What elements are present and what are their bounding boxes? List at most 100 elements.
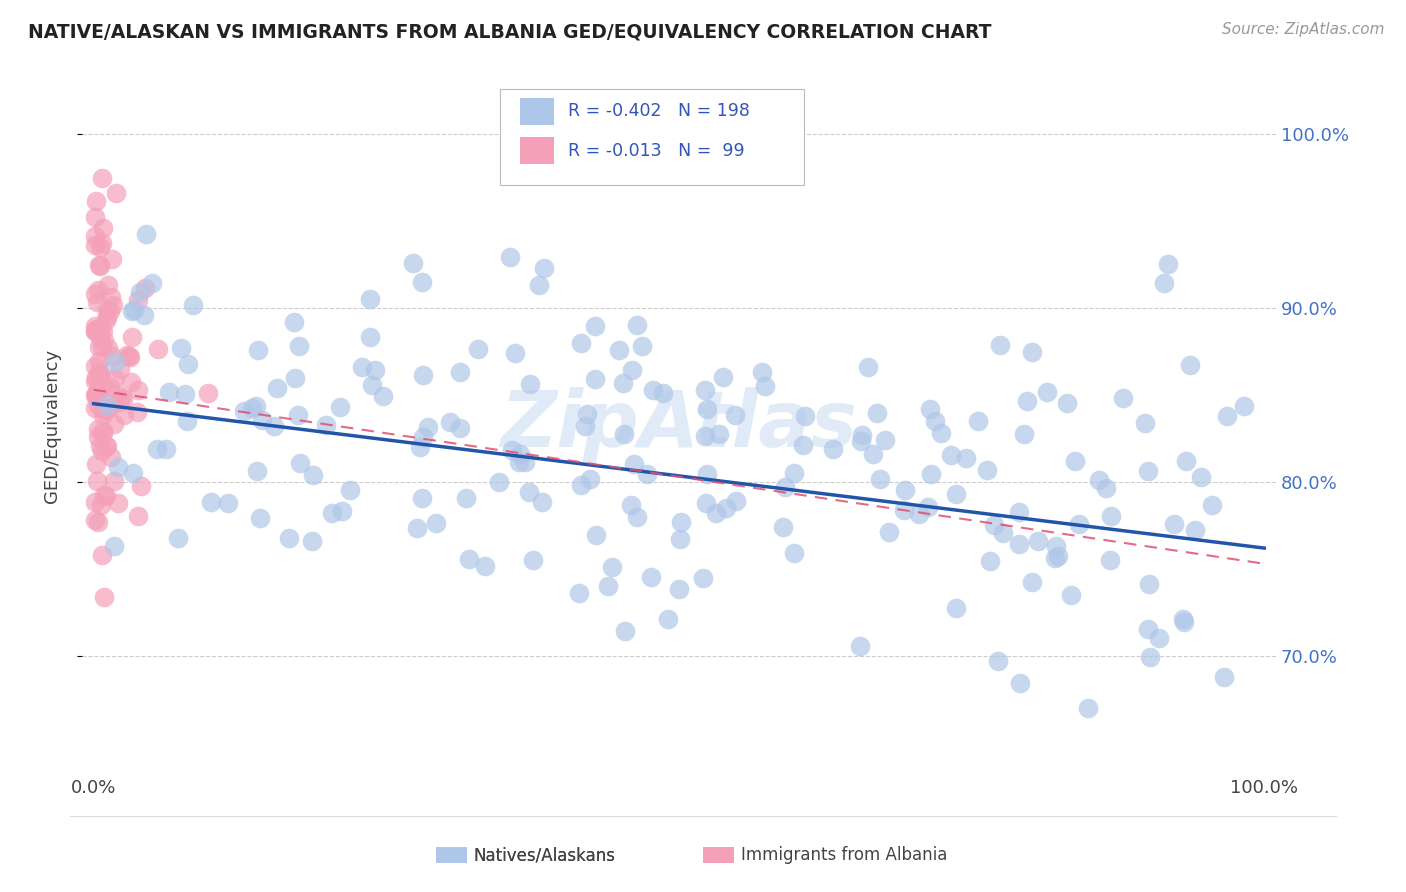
Point — [329, 401, 352, 415]
Point — [84, 370, 107, 384]
Point — [145, 442, 167, 456]
Point — [91, 409, 114, 423]
Point — [1213, 669, 1236, 683]
Point — [929, 426, 952, 441]
Point — [501, 442, 523, 457]
Point — [288, 456, 311, 470]
Point — [669, 532, 692, 546]
Text: Natives/Alaskans: Natives/Alaskans — [474, 847, 616, 864]
Point — [412, 368, 434, 383]
Point — [1099, 509, 1122, 524]
Point — [91, 425, 114, 440]
Point — [129, 285, 152, 299]
Point — [976, 463, 998, 477]
Point — [1216, 409, 1239, 424]
Point — [924, 414, 946, 428]
Point — [86, 294, 108, 309]
Point — [522, 553, 544, 567]
Point — [585, 528, 607, 542]
Point — [91, 324, 114, 338]
Point — [517, 484, 540, 499]
Point — [112, 408, 135, 422]
Point — [93, 333, 115, 347]
Point — [100, 290, 122, 304]
Point — [90, 443, 112, 458]
Point — [782, 466, 804, 480]
Point — [411, 491, 433, 505]
Point — [352, 360, 374, 375]
Point — [97, 278, 120, 293]
Point — [93, 487, 115, 501]
Point — [252, 412, 274, 426]
Point — [1026, 533, 1049, 548]
Point — [103, 370, 125, 384]
Point — [89, 258, 111, 272]
Point — [1233, 399, 1256, 413]
Point — [533, 260, 555, 275]
Point — [917, 500, 939, 514]
Point — [707, 427, 730, 442]
Point — [155, 442, 177, 456]
Point — [966, 414, 988, 428]
Point — [568, 586, 591, 600]
Point — [955, 450, 977, 465]
Point — [848, 639, 870, 653]
Point — [104, 355, 127, 369]
Text: Natives/Alaskans: Natives/Alaskans — [474, 847, 616, 864]
Point — [409, 440, 432, 454]
Point — [104, 186, 127, 201]
Point — [626, 510, 648, 524]
Point — [1036, 384, 1059, 399]
Point — [569, 478, 592, 492]
Point — [724, 494, 747, 508]
Point — [83, 359, 105, 373]
Point — [121, 466, 143, 480]
Point — [107, 395, 129, 409]
Point — [569, 336, 592, 351]
Point — [576, 407, 599, 421]
Point — [1064, 454, 1087, 468]
Point — [84, 321, 107, 335]
Point — [519, 377, 541, 392]
Point — [1045, 551, 1067, 566]
Point — [86, 194, 108, 209]
Point — [631, 339, 654, 353]
Point — [920, 467, 942, 482]
Point — [157, 385, 180, 400]
Point — [86, 422, 108, 436]
Point — [83, 374, 105, 388]
FancyBboxPatch shape — [501, 89, 804, 185]
Point — [84, 324, 107, 338]
Point — [920, 402, 942, 417]
Point — [83, 494, 105, 508]
Point — [83, 387, 105, 401]
Point — [132, 309, 155, 323]
Point — [120, 350, 142, 364]
Point — [406, 521, 429, 535]
Point — [359, 292, 381, 306]
Point — [488, 475, 510, 489]
Point — [583, 371, 606, 385]
Point — [127, 405, 149, 419]
Point — [1157, 257, 1180, 271]
Point — [101, 298, 124, 312]
Point — [287, 409, 309, 423]
Point — [200, 495, 222, 509]
Point — [783, 546, 806, 560]
Point — [1008, 536, 1031, 550]
Text: Immigrants from Albania: Immigrants from Albania — [741, 847, 948, 864]
Point — [439, 415, 461, 429]
Point — [94, 312, 117, 326]
Point — [96, 303, 118, 318]
Y-axis label: GED/Equivalency: GED/Equivalency — [44, 349, 60, 502]
Point — [579, 472, 602, 486]
Point — [1163, 516, 1185, 531]
Point — [1137, 464, 1160, 478]
Point — [1060, 588, 1083, 602]
Point — [167, 531, 190, 545]
Point — [89, 369, 111, 384]
Point — [1045, 539, 1067, 553]
Point — [93, 591, 115, 605]
Point — [723, 408, 745, 422]
Point — [96, 400, 118, 414]
